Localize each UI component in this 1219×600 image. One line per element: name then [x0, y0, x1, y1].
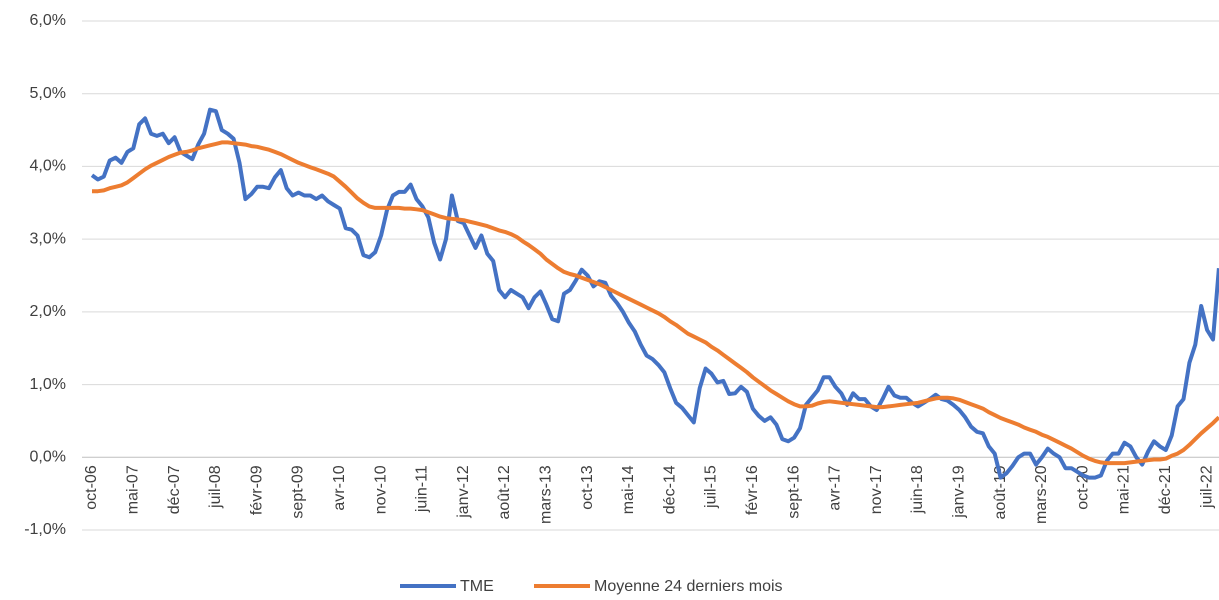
x-tick-label: août-19 [992, 465, 1009, 519]
x-tick-label: déc-14 [661, 465, 678, 514]
y-tick-label: 2,0% [30, 303, 66, 320]
legend-label: Moyenne 24 derniers mois [594, 578, 783, 595]
x-tick-label: juil-15 [703, 465, 720, 509]
line-series [92, 140, 1219, 466]
x-tick-label: avr-10 [331, 465, 348, 510]
x-tick-label: sept-16 [785, 465, 802, 518]
x-tick-label: avr-17 [827, 465, 844, 510]
x-tick-label: mai-21 [1116, 465, 1133, 514]
x-tick-label: févr-09 [248, 465, 265, 515]
x-tick-label: déc-21 [1157, 465, 1174, 514]
x-tick-label: nov-10 [372, 465, 389, 514]
y-tick-label: 3,0% [30, 230, 66, 247]
x-tick-label: juil-08 [207, 465, 224, 509]
x-tick-label: juil-22 [1198, 465, 1215, 509]
x-tick-label: mai-07 [125, 465, 142, 514]
x-tick-label: juin-11 [414, 465, 431, 513]
x-tick-label: nov-17 [868, 465, 885, 514]
y-tick-label: 5,0% [30, 85, 66, 102]
x-tick-label: oct-13 [579, 465, 596, 510]
y-tick-label: 4,0% [30, 158, 66, 175]
y-tick-label: 1,0% [30, 376, 66, 393]
y-tick-label: -1,0% [24, 521, 66, 538]
x-tick-label: janv-19 [951, 465, 968, 519]
x-tick-label: mars-13 [538, 465, 555, 524]
line-series [90, 107, 1219, 480]
x-tick-label: juin-18 [909, 465, 926, 514]
x-tick-label: oct-06 [83, 465, 100, 510]
legend-label: TME [460, 578, 494, 595]
x-tick-label: janv-12 [455, 465, 472, 519]
x-tick-label: déc-07 [166, 465, 183, 514]
y-tick-label: 6,0% [30, 12, 66, 29]
x-tick-label: sept-09 [290, 465, 307, 518]
x-tick-label: mars-20 [1033, 465, 1050, 524]
x-tick-label: mai-14 [620, 465, 637, 514]
y-tick-label: 0,0% [30, 449, 66, 466]
x-tick-label: févr-16 [744, 465, 761, 515]
x-tick-label: août-12 [496, 465, 513, 519]
